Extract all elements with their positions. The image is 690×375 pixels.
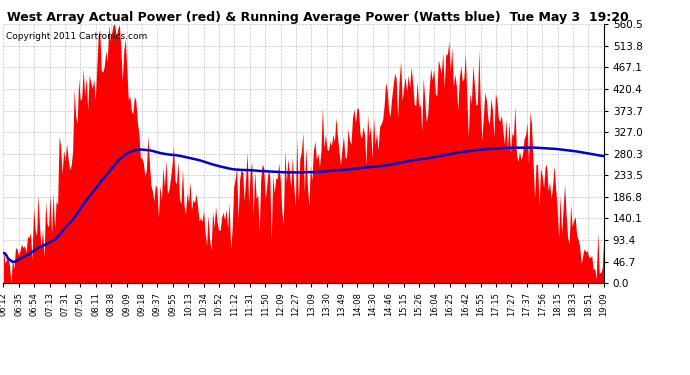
Text: West Array Actual Power (red) & Running Average Power (Watts blue)  Tue May 3  1: West Array Actual Power (red) & Running … xyxy=(7,11,629,24)
Text: Copyright 2011 Cartronics.com: Copyright 2011 Cartronics.com xyxy=(6,32,148,41)
